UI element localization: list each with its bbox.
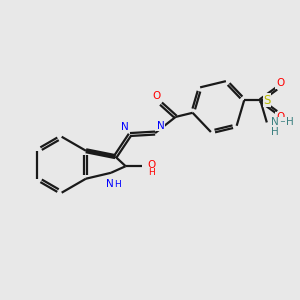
Text: N: N [106,179,113,189]
Text: H: H [148,168,154,177]
Text: N: N [271,117,279,128]
Text: H: H [114,179,121,188]
Text: S: S [263,94,271,107]
Text: N: N [121,122,129,132]
Text: H: H [286,117,294,127]
Text: H: H [271,127,279,137]
Text: O: O [276,112,284,122]
Text: O: O [147,160,155,170]
Text: O: O [152,91,161,101]
Text: −: − [280,117,286,126]
Text: O: O [276,78,284,88]
Text: N: N [157,121,164,131]
